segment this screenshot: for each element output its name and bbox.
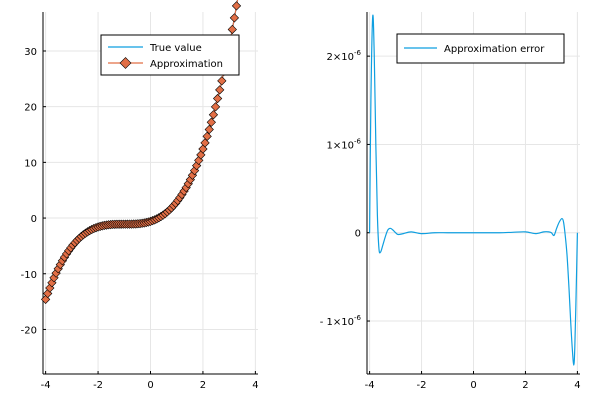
right-ticks: -4 -2 0 2 4 - 1×10-6 0 1×10-6 2×10-6 xyxy=(320,49,581,391)
approximation-marker xyxy=(206,117,216,127)
y-tick-label: 0 xyxy=(31,214,37,225)
approximation-marker xyxy=(204,124,214,135)
legend-approximation-marker xyxy=(119,57,132,69)
left-legend-box xyxy=(100,34,240,76)
left-legend: True value Approximation xyxy=(100,34,240,76)
approximation-marker xyxy=(40,294,51,304)
legend-true-value-label: True value xyxy=(149,43,202,54)
right-series xyxy=(369,14,578,366)
right-panel: -4 -2 0 2 4 - 1×10-6 0 1×10-6 2×10-6 Approximati… xyxy=(320,12,581,391)
approximation-marker xyxy=(227,24,237,35)
approximation-marker xyxy=(212,93,223,104)
approximation-marker xyxy=(231,1,242,11)
approximation-marker xyxy=(198,144,208,154)
x-tick-label: 4 xyxy=(252,380,258,391)
y-tick-label: 30 xyxy=(24,47,37,58)
x-tick-label: -4 xyxy=(41,380,51,391)
x-tick-label: 0 xyxy=(147,380,153,391)
approximation-marker xyxy=(208,110,219,120)
approximation-marker xyxy=(217,76,227,86)
y-tick-label: 1×10-6 xyxy=(327,137,362,151)
series-approximation-error-line xyxy=(369,14,578,366)
x-tick-label: 2 xyxy=(200,380,206,391)
legend-approximation-error-label: Approximation error xyxy=(444,44,545,55)
x-tick-label: 2 xyxy=(522,380,528,391)
x-tick-label: -4 xyxy=(365,380,375,391)
x-tick-label: 4 xyxy=(574,380,580,391)
approximation-marker xyxy=(229,13,240,23)
approximation-marker xyxy=(210,102,221,112)
y-tick-label: 0 xyxy=(355,229,361,240)
right-grid xyxy=(367,12,580,374)
y-tick-label: -10 xyxy=(21,270,37,281)
y-tick-label: - 1×10-6 xyxy=(320,314,362,328)
y-tick-label: 20 xyxy=(24,103,37,114)
y-tick-label: 10 xyxy=(24,158,37,169)
right-legend: Approximation error xyxy=(396,33,565,64)
x-tick-label: 0 xyxy=(470,380,476,391)
approximation-marker xyxy=(215,85,225,95)
legend-approximation-label: Approximation xyxy=(150,59,223,70)
y-tick-label: -20 xyxy=(21,325,37,336)
y-tick-label: 2×10-6 xyxy=(327,49,362,63)
x-tick-label: -2 xyxy=(417,380,427,391)
approximation-marker xyxy=(202,131,212,141)
x-tick-label: -2 xyxy=(93,380,103,391)
